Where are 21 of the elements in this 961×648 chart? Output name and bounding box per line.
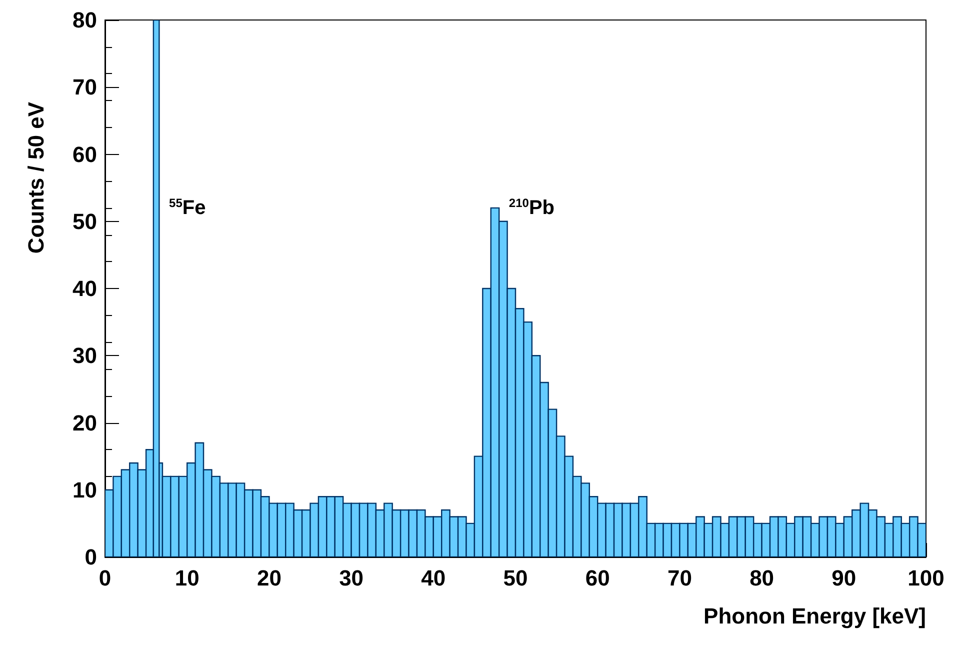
- y-tick-label: 40: [72, 276, 97, 301]
- y-tick-label: 70: [72, 74, 97, 100]
- x-tick-label: 30: [339, 566, 364, 590]
- y-tick-label: 30: [72, 343, 97, 368]
- x-tick-label: 90: [832, 566, 856, 590]
- x-tick-label: 60: [585, 566, 610, 590]
- x-axis-title: Phonon Energy [keV]: [704, 604, 926, 628]
- y-tick-label: 0: [84, 544, 97, 570]
- x-tick-label: 20: [256, 566, 282, 590]
- x-tick-label: 40: [421, 566, 446, 590]
- x-tick-label: 10: [174, 566, 200, 590]
- x-tick-label: 100: [908, 566, 944, 590]
- x-tick-label: 80: [750, 566, 774, 590]
- y-axis-title: Counts / 50 eV: [24, 102, 48, 254]
- x-tick-label: 50: [503, 566, 528, 590]
- y-tick-label: 10: [72, 477, 97, 502]
- y-tick-label: 60: [72, 142, 97, 167]
- y-tick-label: 50: [72, 208, 97, 234]
- y-tick-label: 20: [72, 410, 97, 436]
- y-tick-label: 80: [72, 8, 97, 32]
- x-tick-label: 70: [667, 566, 692, 590]
